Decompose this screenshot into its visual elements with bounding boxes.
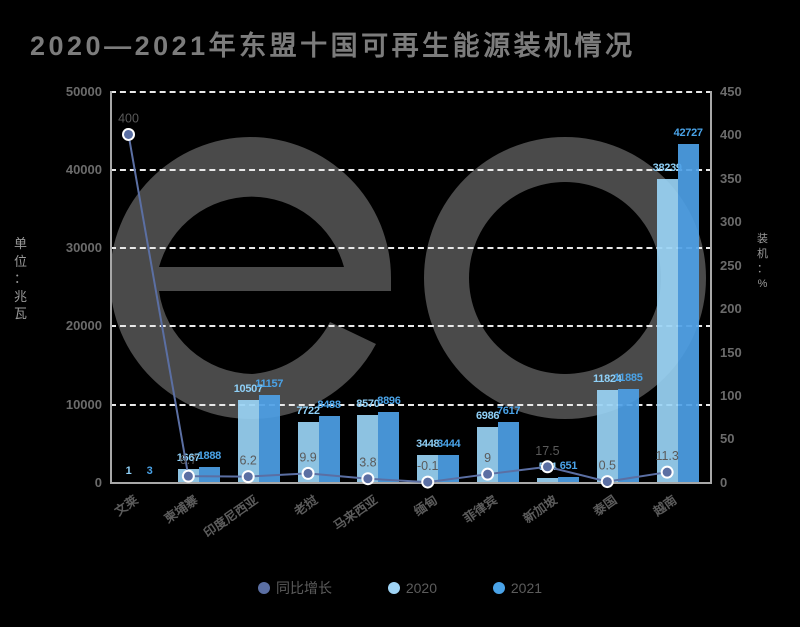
svg-text:柬埔寨: 柬埔寨 [160, 492, 201, 527]
svg-text:缅甸: 缅甸 [411, 492, 440, 519]
svg-text:泰国: 泰国 [590, 492, 620, 519]
svg-text:越南: 越南 [649, 492, 679, 519]
svg-text:新加坡: 新加坡 [520, 492, 560, 526]
svg-text:印度尼西亚: 印度尼西亚 [201, 492, 261, 540]
svg-text:马来西亚: 马来西亚 [331, 492, 381, 533]
svg-text:文莱: 文莱 [112, 492, 141, 519]
svg-text:菲律宾: 菲律宾 [460, 492, 499, 526]
svg-text:老挝: 老挝 [290, 492, 320, 519]
